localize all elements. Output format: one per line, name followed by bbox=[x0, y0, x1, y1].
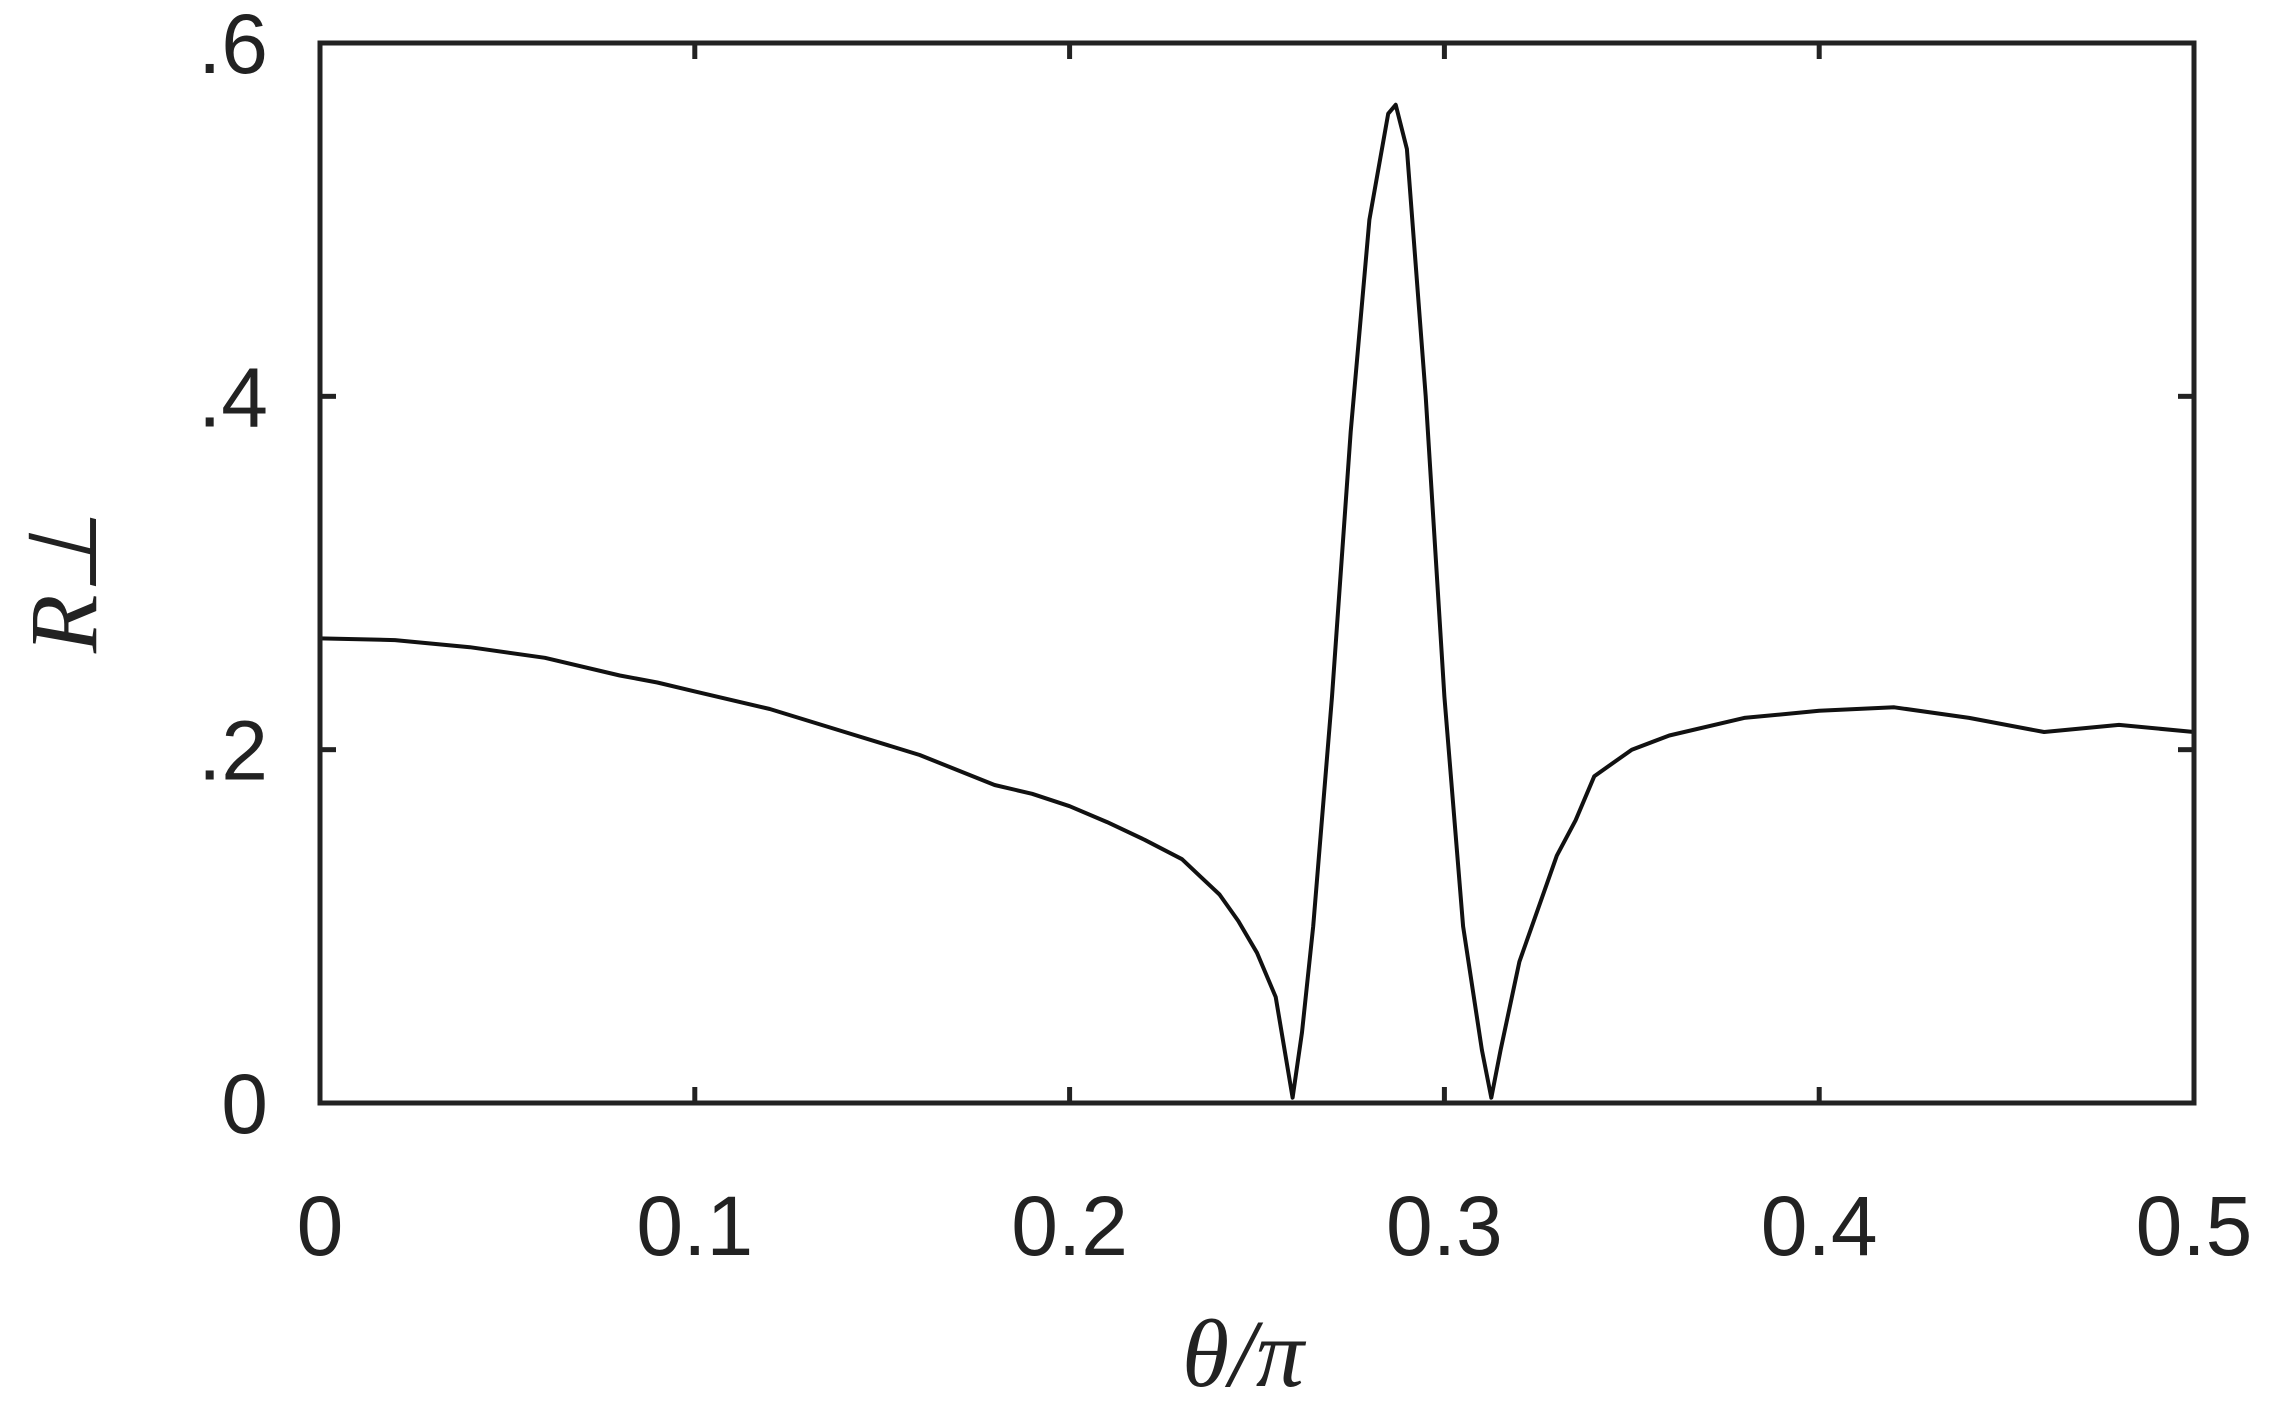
x-tick-label: 0 bbox=[297, 1179, 344, 1273]
y-tick-label: .4 bbox=[198, 350, 268, 444]
y-tick-label: 0 bbox=[221, 1057, 268, 1151]
x-tick-label: 0.2 bbox=[1011, 1179, 1128, 1273]
y-axis-label: R⊥ bbox=[10, 511, 117, 654]
x-axis-label: θ/π bbox=[1182, 1300, 1307, 1407]
plot-frame bbox=[317, 40, 2197, 1106]
series-layer bbox=[319, 102, 2195, 1100]
x-tick-label: 0.4 bbox=[1761, 1179, 1878, 1273]
tick-labels: 0 0.1 0.2 0.3 0.4 0.50.2.4.6 bbox=[198, 0, 2252, 1273]
series-line-0 bbox=[319, 102, 2195, 1100]
x-tick-label: 0.3 bbox=[1386, 1179, 1503, 1273]
x-tick-label: 0.5 bbox=[2136, 1179, 2253, 1273]
y-tick-label: .2 bbox=[198, 704, 268, 798]
x-tick-label: 0.1 bbox=[636, 1179, 753, 1273]
y-tick-label: .6 bbox=[198, 0, 268, 91]
